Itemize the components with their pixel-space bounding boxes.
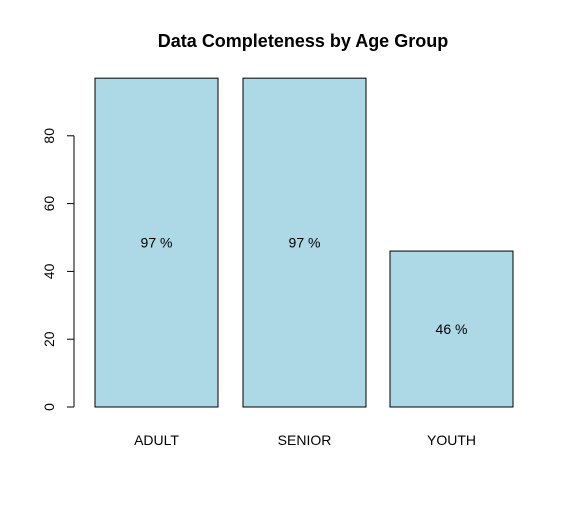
category-label-youth: YOUTH: [427, 432, 476, 448]
data-label-adult: 97 %: [141, 235, 173, 251]
category-label-adult: ADULT: [134, 432, 179, 448]
bar-adult: [94, 77, 219, 408]
bar-youth: [389, 250, 514, 408]
y-tick-label: 0: [41, 403, 57, 411]
y-tick-label: 80: [41, 128, 57, 144]
data-label-youth: 46 %: [436, 321, 468, 337]
bars: [94, 77, 514, 408]
data-labels: 97 % 97 % 46 %: [141, 235, 468, 337]
y-tick-label: 40: [41, 263, 57, 279]
bar-senior: [242, 77, 367, 408]
category-label-senior: SENIOR: [278, 432, 332, 448]
y-tick-label: 20: [41, 331, 57, 347]
data-label-senior: 97 %: [289, 235, 321, 251]
category-labels: ADULT SENIOR YOUTH: [134, 432, 476, 448]
y-tick-label: 60: [41, 196, 57, 212]
y-axis: 0 20 40 60 80: [41, 128, 75, 411]
chart-title: Data Completeness by Age Group: [158, 31, 448, 51]
